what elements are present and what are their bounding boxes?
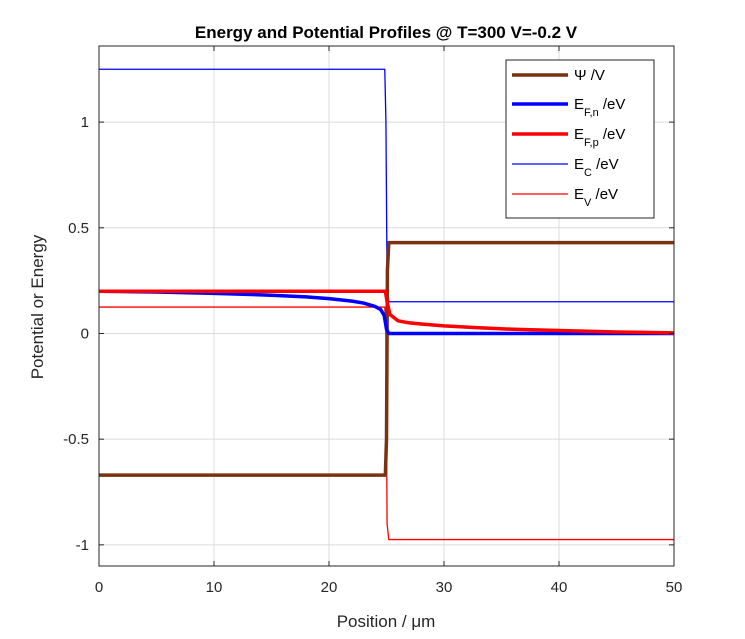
y-tick-label: 1 [81, 114, 89, 131]
chart-title: Energy and Potential Profiles @ T=300 V=… [195, 23, 578, 42]
x-tick-label: 0 [95, 579, 103, 596]
legend-label: EV /eV [574, 186, 618, 209]
legend-box [505, 59, 655, 219]
y-tick-label: -0.5 [63, 431, 89, 448]
x-tick-label: 30 [436, 579, 453, 596]
legend: Ψ /V EF,n /eV EF,p /eV EC /eV EV /eV [505, 59, 655, 219]
series-line-e-f-p-ev [99, 289, 674, 335]
legend-label: EF,n /eV [574, 96, 625, 119]
plot-area [99, 68, 674, 541]
y-tick-label: -1 [76, 537, 89, 554]
x-axis-label: Position / μm [337, 612, 436, 631]
axis-ticks: 0 10 20 30 40 50 -1 -0.5 0 0.5 1 [63, 46, 682, 596]
series-line-v [99, 240, 674, 477]
y-tick-label: 0.5 [68, 220, 89, 237]
legend-label: EC /eV [574, 156, 619, 179]
y-axis-label: Potential or Energy [28, 234, 47, 379]
x-tick-label: 10 [206, 579, 223, 596]
series-line-e-f-n-ev [99, 289, 674, 336]
legend-label: Ψ /V [574, 67, 605, 84]
x-tick-label: 40 [551, 579, 568, 596]
axes-box [98, 45, 675, 567]
x-tick-label: 20 [321, 579, 338, 596]
legend-label: EF,p /eV [574, 126, 625, 149]
series-line-e-c-ev [99, 68, 674, 303]
y-tick-label: 0 [81, 325, 89, 342]
x-tick-label: 50 [666, 579, 683, 596]
